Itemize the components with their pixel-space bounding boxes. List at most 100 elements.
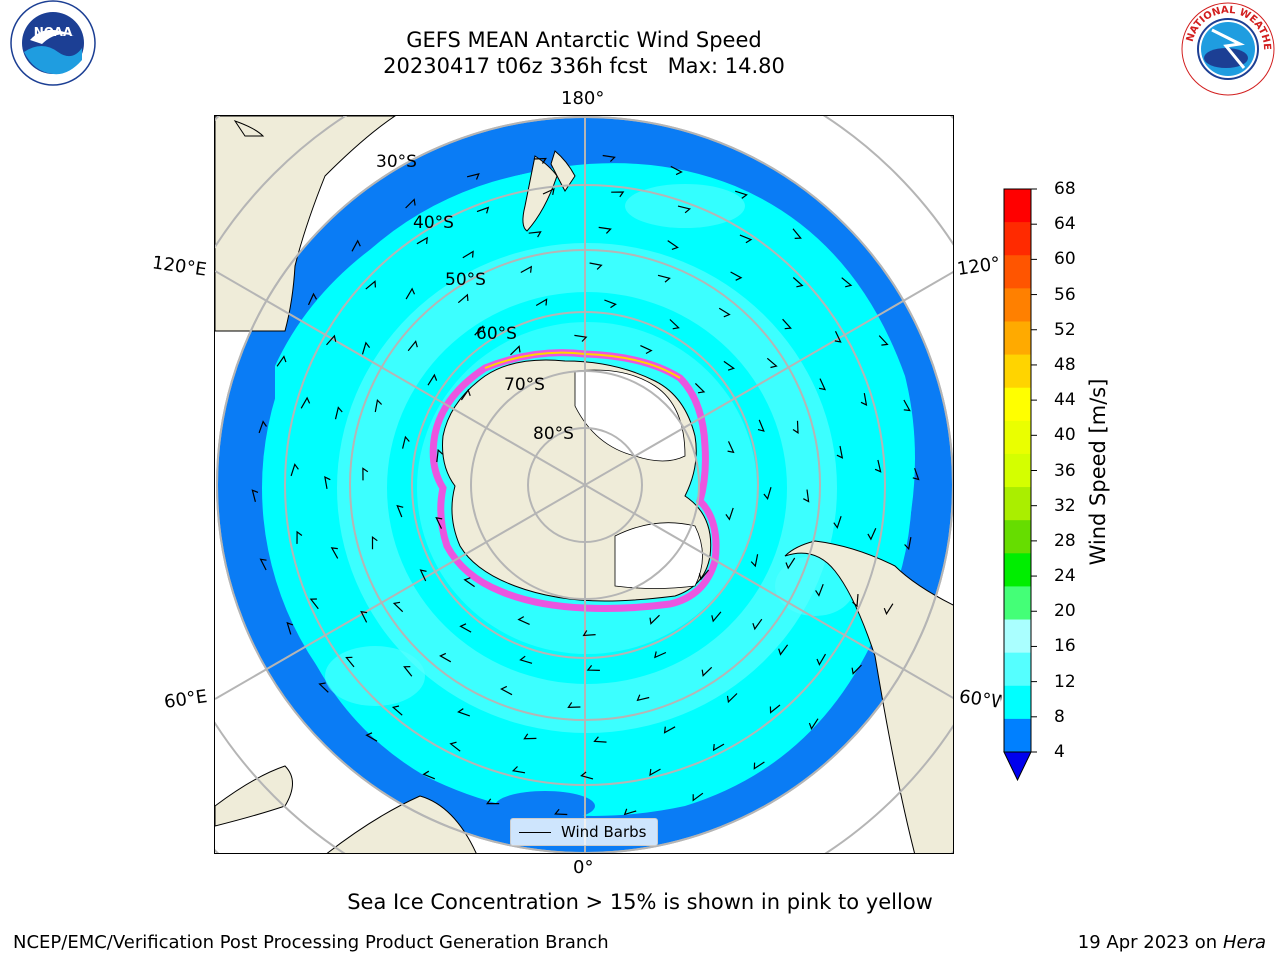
wind-barb bbox=[604, 299, 617, 309]
colorbar-tick-label: 28 bbox=[1054, 530, 1076, 551]
wind-barb bbox=[318, 682, 329, 693]
wind-barb bbox=[486, 798, 500, 805]
colorbar-tick-label: 24 bbox=[1054, 566, 1076, 587]
wind-barb bbox=[365, 280, 376, 290]
wind-barb bbox=[457, 293, 469, 304]
noaa-logo-text: NOAA bbox=[34, 25, 73, 39]
lon-label-60e: 60°E bbox=[162, 686, 209, 713]
colorbar-bin bbox=[1004, 321, 1031, 356]
wind-barb bbox=[407, 340, 418, 352]
wind-barb bbox=[360, 610, 368, 623]
land-africa bbox=[326, 795, 477, 853]
chart-subtitle: 20230417 t06z 336h fcst Max: 14.80 bbox=[383, 54, 785, 78]
wind-barb bbox=[554, 808, 568, 816]
wind-barb bbox=[670, 165, 683, 176]
wind-barb bbox=[589, 262, 603, 270]
wind-barb bbox=[580, 771, 594, 780]
wind-barb bbox=[362, 467, 369, 481]
wind-barb bbox=[519, 655, 533, 664]
wind-barb bbox=[582, 630, 596, 637]
lat-label-60s: 60°S bbox=[476, 324, 517, 344]
wind-barb bbox=[904, 536, 912, 551]
wind-barb bbox=[511, 766, 526, 774]
wind-barb bbox=[649, 768, 661, 777]
colorbar-tick-label: 44 bbox=[1054, 390, 1076, 411]
wind-barb bbox=[711, 611, 722, 623]
wind-barb bbox=[912, 467, 920, 481]
map-legend: Wind Barbs bbox=[510, 818, 658, 846]
wind-barb bbox=[466, 173, 480, 180]
wind-barb bbox=[463, 577, 475, 588]
footer-branch: NCEP/EMC/Verification Post Processing Pr… bbox=[13, 932, 609, 953]
lon-label-120w: 120°W bbox=[955, 253, 1003, 280]
wind-barb bbox=[836, 445, 844, 459]
wind-barb bbox=[405, 287, 416, 300]
land-madagascar bbox=[215, 765, 293, 827]
wind-barb bbox=[517, 616, 530, 625]
footer-machine: Hera bbox=[1222, 932, 1266, 953]
wind-barb bbox=[640, 345, 653, 355]
colorbar-tick-label: 12 bbox=[1054, 671, 1076, 692]
wind-barb bbox=[251, 489, 259, 502]
wind-barb bbox=[778, 644, 789, 656]
colorbar-bin bbox=[1004, 453, 1031, 488]
wind-barb bbox=[449, 741, 461, 752]
wind-barb bbox=[782, 318, 792, 330]
wind-barb bbox=[723, 360, 736, 371]
wind-barb bbox=[669, 319, 680, 330]
wind-barb bbox=[334, 406, 343, 420]
wind-barb bbox=[510, 345, 521, 356]
colorbar-tick-label: 56 bbox=[1054, 284, 1076, 305]
polar-map bbox=[215, 116, 953, 853]
wind-barb bbox=[735, 190, 748, 199]
wind-barb bbox=[763, 487, 772, 500]
wind-barb bbox=[692, 792, 704, 802]
colorbar-bin bbox=[1004, 420, 1031, 455]
wind-barb bbox=[391, 705, 403, 716]
wind-barb bbox=[535, 298, 548, 307]
land-australia bbox=[215, 116, 396, 332]
wind-barb bbox=[476, 206, 490, 214]
colorbar-tick-label: 20 bbox=[1054, 601, 1076, 622]
footer-date-text: 19 Apr 2023 on bbox=[1077, 932, 1223, 953]
footer-date: 19 Apr 2023 on Hera bbox=[1078, 932, 1266, 953]
wind-barb bbox=[852, 594, 859, 608]
wind-barb bbox=[345, 656, 355, 668]
legend-label: Wind Barbs bbox=[561, 823, 647, 841]
wind-barb bbox=[462, 250, 474, 259]
colorbar-bin bbox=[1004, 553, 1031, 587]
wind-barb bbox=[725, 507, 734, 521]
colorbar-bin bbox=[1004, 354, 1031, 389]
wind-barb bbox=[878, 335, 889, 346]
wind-barb bbox=[396, 504, 404, 518]
lon-label-0: 0° bbox=[573, 857, 594, 878]
wind-barb bbox=[636, 694, 650, 702]
wind-barb bbox=[867, 527, 877, 541]
wind-barb bbox=[792, 420, 799, 434]
colorbar-tick-label: 60 bbox=[1054, 249, 1076, 270]
colorbar-bin bbox=[1004, 288, 1031, 322]
wind-barb bbox=[300, 396, 311, 409]
colorbar-label: Wind Speed [m/s] bbox=[1086, 378, 1110, 566]
colorbar-tick-label: 16 bbox=[1054, 636, 1076, 657]
wind-barb bbox=[574, 334, 588, 342]
wind-barb bbox=[457, 708, 470, 717]
wind-barb bbox=[374, 398, 383, 413]
wind-barb bbox=[752, 618, 763, 631]
wind-barb bbox=[286, 621, 294, 635]
wind-barb bbox=[542, 187, 555, 196]
wind-barb bbox=[701, 666, 713, 677]
wind-barb bbox=[259, 558, 267, 571]
colorbar-bin bbox=[1004, 718, 1031, 753]
wind-barb bbox=[351, 239, 361, 252]
wind-barb bbox=[860, 392, 868, 406]
wind-barb bbox=[436, 448, 444, 463]
colorbar-tick-label: 4 bbox=[1054, 742, 1065, 762]
wind-barb bbox=[667, 240, 679, 250]
colorbar-tick-label: 36 bbox=[1054, 460, 1076, 481]
wind-barb bbox=[392, 601, 404, 613]
lat-label-40s: 40°S bbox=[413, 213, 454, 233]
wind-barb bbox=[276, 355, 287, 367]
colorbar-tick-label: 8 bbox=[1054, 706, 1065, 727]
map-panel[interactable] bbox=[214, 115, 954, 854]
